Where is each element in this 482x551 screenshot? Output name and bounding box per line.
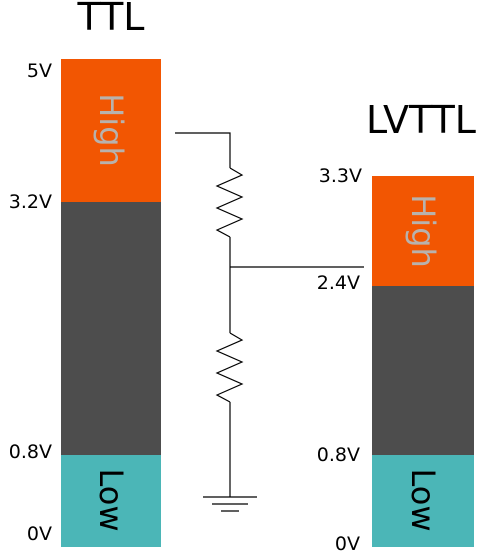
resistor-top <box>215 167 244 238</box>
ttl-level-0v8: 0.8V <box>9 441 52 463</box>
ttl-high-label: High <box>92 93 130 167</box>
lvttl-level-2v4: 2.4V <box>317 272 360 294</box>
lvttl-low-band <box>372 455 474 547</box>
input-wire <box>175 132 231 168</box>
lvttl-undefined-band <box>372 286 474 455</box>
ground-symbol <box>203 496 257 512</box>
ttl-undefined-band <box>61 202 161 455</box>
lvttl-high-band <box>372 176 474 286</box>
lvttl-high-label: High <box>404 194 442 268</box>
voltage-divider-circuit <box>175 132 364 512</box>
ttl-high-band <box>61 59 161 202</box>
ttl-level-0v: 0V <box>27 523 52 545</box>
resistor-bottom <box>215 332 244 403</box>
lvttl-column: LVTTL High Low 3.3V 2.4V 0.8V 0V <box>317 98 476 551</box>
ttl-title: TTL <box>77 0 145 39</box>
ttl-column: TTL High Low 5V 3.2V 0.8V 0V <box>9 0 161 547</box>
ttl-level-5v: 5V <box>27 60 52 82</box>
lvttl-low-label: Low <box>404 468 442 531</box>
ttl-low-band <box>61 455 161 547</box>
ttl-level-3v2: 3.2V <box>9 191 52 213</box>
lvttl-title: LVTTL <box>366 98 476 142</box>
lvttl-level-3v3: 3.3V <box>319 165 362 187</box>
lvttl-level-0v8: 0.8V <box>317 444 360 466</box>
lvttl-level-0v: 0V <box>335 533 360 551</box>
ttl-low-label: Low <box>92 468 130 531</box>
